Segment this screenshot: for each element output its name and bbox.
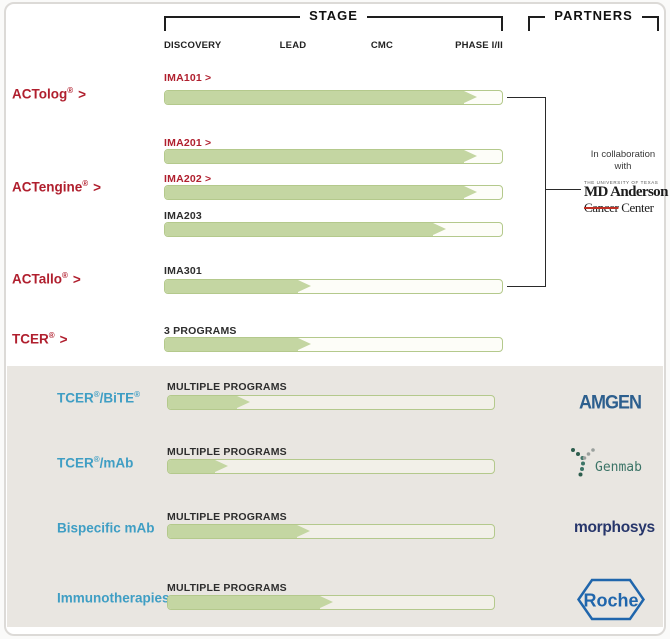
program-label-multiple-programs: MULTIPLE PROGRAMS [167,582,287,594]
program-label-multiple-programs: MULTIPLE PROGRAMS [167,446,287,458]
chevron-right-icon: > [204,72,212,84]
bracket-line-left [528,16,546,31]
group-label-actengine[interactable]: ACTengine® > [12,179,102,195]
group-label-tcer[interactable]: TCER® > [12,331,68,347]
collaboration-bracket [507,97,546,287]
arrow-tip-icon [298,280,312,292]
program-label-ima201[interactable]: IMA201 > [164,137,212,149]
collaboration-bracket-arm [546,189,581,190]
progress-bar-ima203 [164,222,503,237]
column-cmc: CMC [370,40,394,51]
progress-bar-3-programs [164,337,503,352]
progress-bar-ima101 [164,90,503,105]
arrow-tip-icon [464,91,478,103]
arrow-tip-icon [464,186,478,198]
progress-bar-ima201 [164,149,503,164]
md-anderson-university-line: THE UNIVERSITY OF TEXAS [584,180,659,185]
category-label-tcer-bite: TCER®/BiTE® [57,390,141,406]
program-label-ima301: IMA301 [164,265,202,277]
chevron-right-icon: > [59,331,68,347]
progress-bar-tcer-bite [167,395,495,410]
arrow-tip-icon [236,396,250,408]
bracket-line-left [164,16,301,31]
amgen-logo: AMGEN [579,391,642,413]
program-label-ima101[interactable]: IMA101 > [164,72,212,84]
program-label-multiple-programs: MULTIPLE PROGRAMS [167,511,287,523]
partners-bracket: PARTNERS [528,8,660,31]
bracket-line-right [641,16,660,31]
arrow-tip-icon [433,223,447,235]
morphosys-logo: morphosys [574,519,655,536]
arrow-tip-icon [464,150,478,162]
arrow-tip-icon [319,596,333,608]
md-anderson-logo: THE UNIVERSITY OF TEXAS MD Anderson Canc… [584,180,668,215]
roche-logo: Roche [576,578,646,626]
category-label-bispecific-mab: Bispecific mAb [57,520,155,536]
category-label-tcer-mab: TCER®/mAb [57,455,134,471]
genmab-antibody-icon [571,448,595,477]
chevron-right-icon: > [204,173,212,185]
partners-header: PARTNERS [554,8,633,23]
stage-bracket: STAGE [164,8,504,31]
bracket-line-right [366,16,504,31]
progress-bar-tcer-mab [167,459,495,474]
arrow-tip-icon [298,338,312,350]
program-label-3-programs: 3 PROGRAMS [164,325,237,337]
chevron-right-icon: > [72,271,81,287]
program-label-ima203: IMA203 [164,210,202,222]
progress-bar-ima202 [164,185,503,200]
genmab-logo: Genmab [570,446,662,480]
column-phase-i-ii: PHASE I/II [455,40,503,51]
group-label-actolog[interactable]: ACTolog® > [12,86,87,102]
column-lead: LEAD [279,40,307,51]
program-label-ima202[interactable]: IMA202 > [164,173,212,185]
progress-bar-immunotherapies [167,595,495,610]
md-anderson-name: MD Anderson [584,184,668,200]
column-discovery: DISCOVERY [164,40,222,51]
collaboration-note: In collaboration with [590,149,656,172]
category-label-immunotherapies: Immunotherapies [57,590,170,606]
stage-header: STAGE [309,8,358,23]
chevron-right-icon: > [93,179,102,195]
progress-bar-ima301 [164,279,503,294]
arrow-tip-icon [214,460,228,472]
program-label-multiple-programs: MULTIPLE PROGRAMS [167,381,287,393]
chevron-right-icon: > [78,86,87,102]
genmab-wordmark: Genmab [595,460,642,475]
progress-bar-bispecific-mab [167,524,495,539]
md-anderson-cancer-center: Cancer Center [584,199,654,215]
arrow-tip-icon [297,525,311,537]
chevron-right-icon: > [204,137,212,149]
roche-hexagon-icon: Roche [576,578,646,621]
roche-wordmark: Roche [583,591,638,611]
group-label-actallo[interactable]: ACTallo® > [12,271,81,287]
